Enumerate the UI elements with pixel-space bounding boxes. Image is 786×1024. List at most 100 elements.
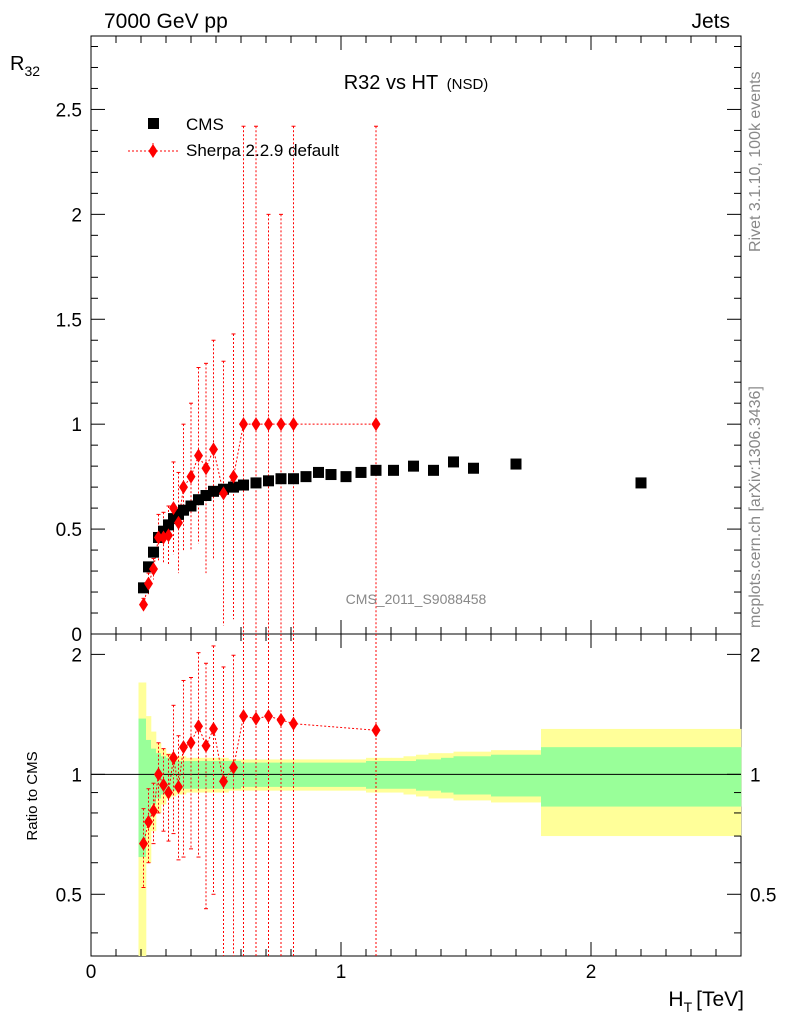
plot-title-main: R32 vs HT [344, 72, 438, 94]
analysis-id-watermark: CMS_2011_S9088458 [346, 591, 487, 607]
cms-data-point [250, 477, 262, 489]
ratio-band-inner [403, 761, 417, 789]
ratio-band-inner [366, 761, 392, 789]
cms-data-point [208, 485, 219, 497]
ratio-data-point [154, 767, 163, 782]
ratio-band-inner [181, 761, 187, 789]
cms-data-point [355, 466, 367, 478]
rivet-version-label: Rivet 3.1.10, 100k events [747, 71, 764, 252]
cms-data-point [178, 504, 189, 516]
x-axis-label: HT [TeV] [668, 988, 744, 1015]
ratio-data-point [239, 709, 248, 724]
y-axis-label-ratio: Ratio to CMS [24, 751, 41, 840]
cms-data-point [288, 473, 299, 485]
ratio-data-point [289, 716, 298, 731]
x-tick-label: 0 [86, 962, 97, 983]
cms-data-point [448, 456, 459, 468]
y-tick-label-ratio: 2 [71, 645, 82, 666]
y-tick-label-main: 2 [71, 205, 82, 226]
y-tick-label-main: 1 [71, 415, 82, 436]
cms-data-point [388, 464, 399, 476]
ratio-data-point [194, 719, 203, 734]
ratio-data-point [164, 785, 173, 800]
ratio-data-point [219, 774, 228, 789]
mc-data-point [264, 417, 273, 432]
cms-data-point [138, 582, 149, 594]
mc-data-point [209, 442, 218, 457]
ratio-band-inner [196, 761, 207, 789]
ratio-band-inner [138, 718, 147, 858]
ratio-data-point [139, 836, 148, 851]
mcplots-label: mcplots.cern.ch [arXiv:1306.3436] [747, 386, 764, 628]
ratio-band-inner [146, 739, 152, 818]
mc-data-point [149, 561, 158, 576]
jets-label: Jets [691, 10, 730, 33]
y-axis-label-main-text: R [10, 53, 24, 75]
ratio-data-point [169, 750, 178, 765]
cms-data-point [148, 546, 159, 558]
ratio-data-point [149, 803, 158, 818]
legend-mc-marker [148, 144, 158, 158]
cms-data-point [185, 500, 197, 512]
mc-data-point [179, 480, 188, 495]
ratio-data-point [209, 721, 218, 736]
ratio-data-point [276, 712, 286, 727]
cms-data-point [428, 464, 439, 476]
ratio-data-point [174, 779, 183, 794]
mc-data-point [154, 530, 163, 545]
ratio-band-inner [161, 756, 167, 795]
ratio-data-point [179, 740, 188, 755]
y-tick-label-ratio-right: 0.5 [750, 885, 776, 906]
ratio-data-point [251, 711, 261, 726]
x-axis-label-sub: T [684, 999, 693, 1015]
plot-title: R32 vs HT (NSD) [344, 72, 489, 94]
y-tick-label-main: 2.5 [56, 100, 82, 121]
cms-data-point [238, 479, 249, 491]
x-axis-label-var: H [668, 988, 683, 1011]
ratio-band-inner [206, 761, 217, 789]
cms-data-point [193, 494, 204, 506]
ratio-band-inner [428, 759, 442, 791]
y-tick-label-ratio-right: 2 [750, 645, 761, 666]
cms-data-point [468, 462, 479, 474]
cms-data-point [163, 519, 174, 531]
ratio-band-inner [416, 759, 429, 791]
y-tick-label-main: 0.5 [56, 520, 82, 541]
mc-data-point [229, 469, 238, 484]
plot-title-sub: (NSD) [447, 76, 489, 93]
ratio-data-point [186, 735, 196, 750]
mc-data-point [186, 469, 196, 484]
cms-data-point [313, 466, 324, 478]
ratio-band-inner [176, 761, 182, 789]
cms-data-point [263, 475, 274, 487]
cms-data-point [200, 490, 212, 502]
legend-cms-marker [148, 118, 159, 129]
mc-data-point [239, 417, 248, 432]
y-axis-label-main: R32 [10, 53, 40, 79]
ratio-data-point [371, 723, 381, 738]
ratio-data-points [139, 634, 381, 956]
axis-ticks: 0 1 200.511.522.50.5 0.51 12 2 [56, 36, 776, 983]
ratio-band-inner [391, 761, 404, 789]
cms-data-point [228, 481, 239, 493]
x-tick-label: 1 [336, 962, 347, 983]
ratio-band-inner [541, 747, 742, 807]
cms-data-point [510, 458, 522, 470]
ratio-band-inner [491, 754, 542, 797]
cms-data-point [408, 460, 419, 472]
y-tick-label-ratio-right: 1 [750, 765, 761, 786]
mc-data-point [144, 576, 153, 591]
ratio-uncertainty-bands [91, 682, 742, 956]
ratio-data-point [229, 760, 238, 775]
energy-label: 7000 GeV pp [104, 10, 228, 33]
mc-data-point [164, 528, 173, 543]
mc-data-point [139, 597, 148, 612]
cms-data-point [325, 469, 337, 481]
x-axis-label-unit: [TeV] [696, 988, 744, 1011]
cms-data-point [300, 471, 312, 483]
y-axis-label-main-sub: 32 [24, 63, 40, 79]
mc-data-point [169, 501, 178, 516]
mc-data-point [219, 486, 228, 501]
y-tick-label-main: 0 [71, 625, 82, 646]
